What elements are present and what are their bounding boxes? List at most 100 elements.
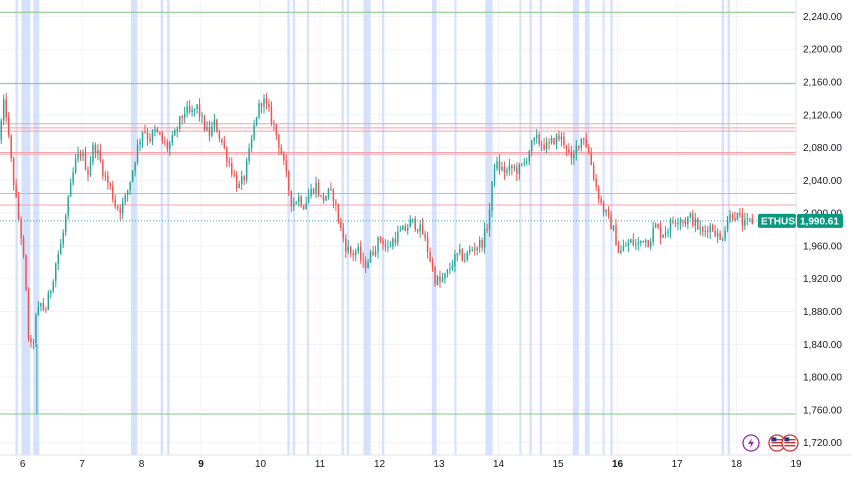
candle-body xyxy=(206,126,208,130)
candle-body xyxy=(521,163,523,165)
candle-body xyxy=(156,128,159,133)
candle-body xyxy=(548,142,550,144)
candle-body xyxy=(57,254,59,264)
highlight-band xyxy=(381,0,385,455)
candle-body xyxy=(694,218,697,226)
candle-body xyxy=(746,218,749,220)
candle-body xyxy=(315,182,317,194)
candle-body xyxy=(558,135,560,140)
candle-body xyxy=(223,142,226,149)
candle-body xyxy=(731,214,734,219)
candle-body xyxy=(511,165,513,169)
candle-body xyxy=(444,273,446,279)
candle-body xyxy=(736,212,739,220)
candle-body xyxy=(354,251,357,256)
candle-body xyxy=(545,142,548,150)
candle-body xyxy=(627,242,630,246)
us-flag-icon[interactable] xyxy=(781,434,799,452)
candle-body xyxy=(47,293,50,311)
candle-body xyxy=(384,244,387,247)
price-tick-label: 2,240.00 xyxy=(803,12,842,23)
candle-body xyxy=(570,151,573,159)
candle-body xyxy=(248,148,250,161)
price-tick-label: 1,840.00 xyxy=(803,340,842,351)
price-axis[interactable]: 2,240.00 2,200.00 2,160.00 2,120.00 2,080.00… xyxy=(795,0,852,485)
candle-body xyxy=(305,202,307,210)
candle-body xyxy=(337,204,340,222)
highlight-band xyxy=(287,0,290,455)
time-tick-label: 16 xyxy=(612,459,624,470)
candle-body xyxy=(84,153,87,170)
candle-body xyxy=(92,144,94,163)
candle-body xyxy=(235,175,238,189)
candle-body xyxy=(74,159,77,173)
candle-body xyxy=(592,165,595,180)
candle-body xyxy=(32,342,35,344)
candle-body xyxy=(228,161,231,164)
candle-body xyxy=(345,238,347,252)
time-tick-label: 11 xyxy=(315,459,326,470)
lightning-icon[interactable] xyxy=(742,434,760,452)
candle-body xyxy=(7,117,10,136)
candle-body xyxy=(273,123,275,125)
us-flag-icon[interactable] xyxy=(768,434,786,452)
highlight-band xyxy=(341,0,344,455)
candle-body xyxy=(275,124,278,135)
candle-body xyxy=(409,219,411,228)
candle-body xyxy=(436,276,439,285)
candle-body xyxy=(107,176,109,183)
symbol-label: ETHUSD xyxy=(761,216,802,227)
candle-body xyxy=(327,188,330,196)
candle-body xyxy=(491,181,493,211)
candle-body xyxy=(483,228,486,248)
candle-body xyxy=(602,202,605,213)
candle-body xyxy=(555,135,558,145)
candle-body xyxy=(644,239,647,243)
candle-body xyxy=(498,161,501,170)
candle-body xyxy=(112,185,114,200)
candle-body xyxy=(580,138,583,148)
candle-body xyxy=(218,132,221,139)
candle-body xyxy=(367,262,369,268)
time-tick-label: 13 xyxy=(433,459,445,470)
candle-body xyxy=(429,251,431,262)
candle-body xyxy=(704,230,706,232)
candle-body xyxy=(154,128,156,132)
candle-body xyxy=(583,138,585,140)
candle-body xyxy=(496,161,498,169)
highlight-band xyxy=(21,0,31,455)
candle-body xyxy=(52,281,55,292)
candle-body xyxy=(0,120,2,140)
candle-body xyxy=(468,249,471,253)
candle-body xyxy=(285,160,288,172)
time-axis[interactable]: 6 7 8 9 10 11 12 13 14 15 16 17 18 19 xyxy=(0,454,852,485)
candle-body xyxy=(553,138,555,145)
candle-body xyxy=(679,221,682,224)
candle-body xyxy=(637,242,640,245)
time-tick-label: 17 xyxy=(671,459,683,470)
candle-body xyxy=(749,218,751,220)
candle-body xyxy=(721,238,724,240)
candle-body xyxy=(402,226,404,231)
candle-body xyxy=(55,263,57,282)
candle-body xyxy=(518,164,521,175)
candle-body xyxy=(659,227,662,238)
candle-body xyxy=(719,233,721,240)
candle-body xyxy=(372,251,374,255)
candle-body xyxy=(543,144,545,150)
candle-body xyxy=(119,208,121,214)
candle-body xyxy=(302,205,305,210)
candle-body xyxy=(456,253,459,255)
candle-body xyxy=(263,98,265,107)
candle-body xyxy=(250,138,253,149)
candle-body xyxy=(493,168,496,182)
time-axis-background xyxy=(0,455,852,485)
candle-body xyxy=(503,166,506,173)
candle-body xyxy=(5,99,7,118)
candle-body xyxy=(533,137,535,141)
candle-body xyxy=(451,266,454,270)
candle-body xyxy=(340,221,342,228)
candle-body xyxy=(377,237,379,252)
candle-body xyxy=(233,174,235,176)
